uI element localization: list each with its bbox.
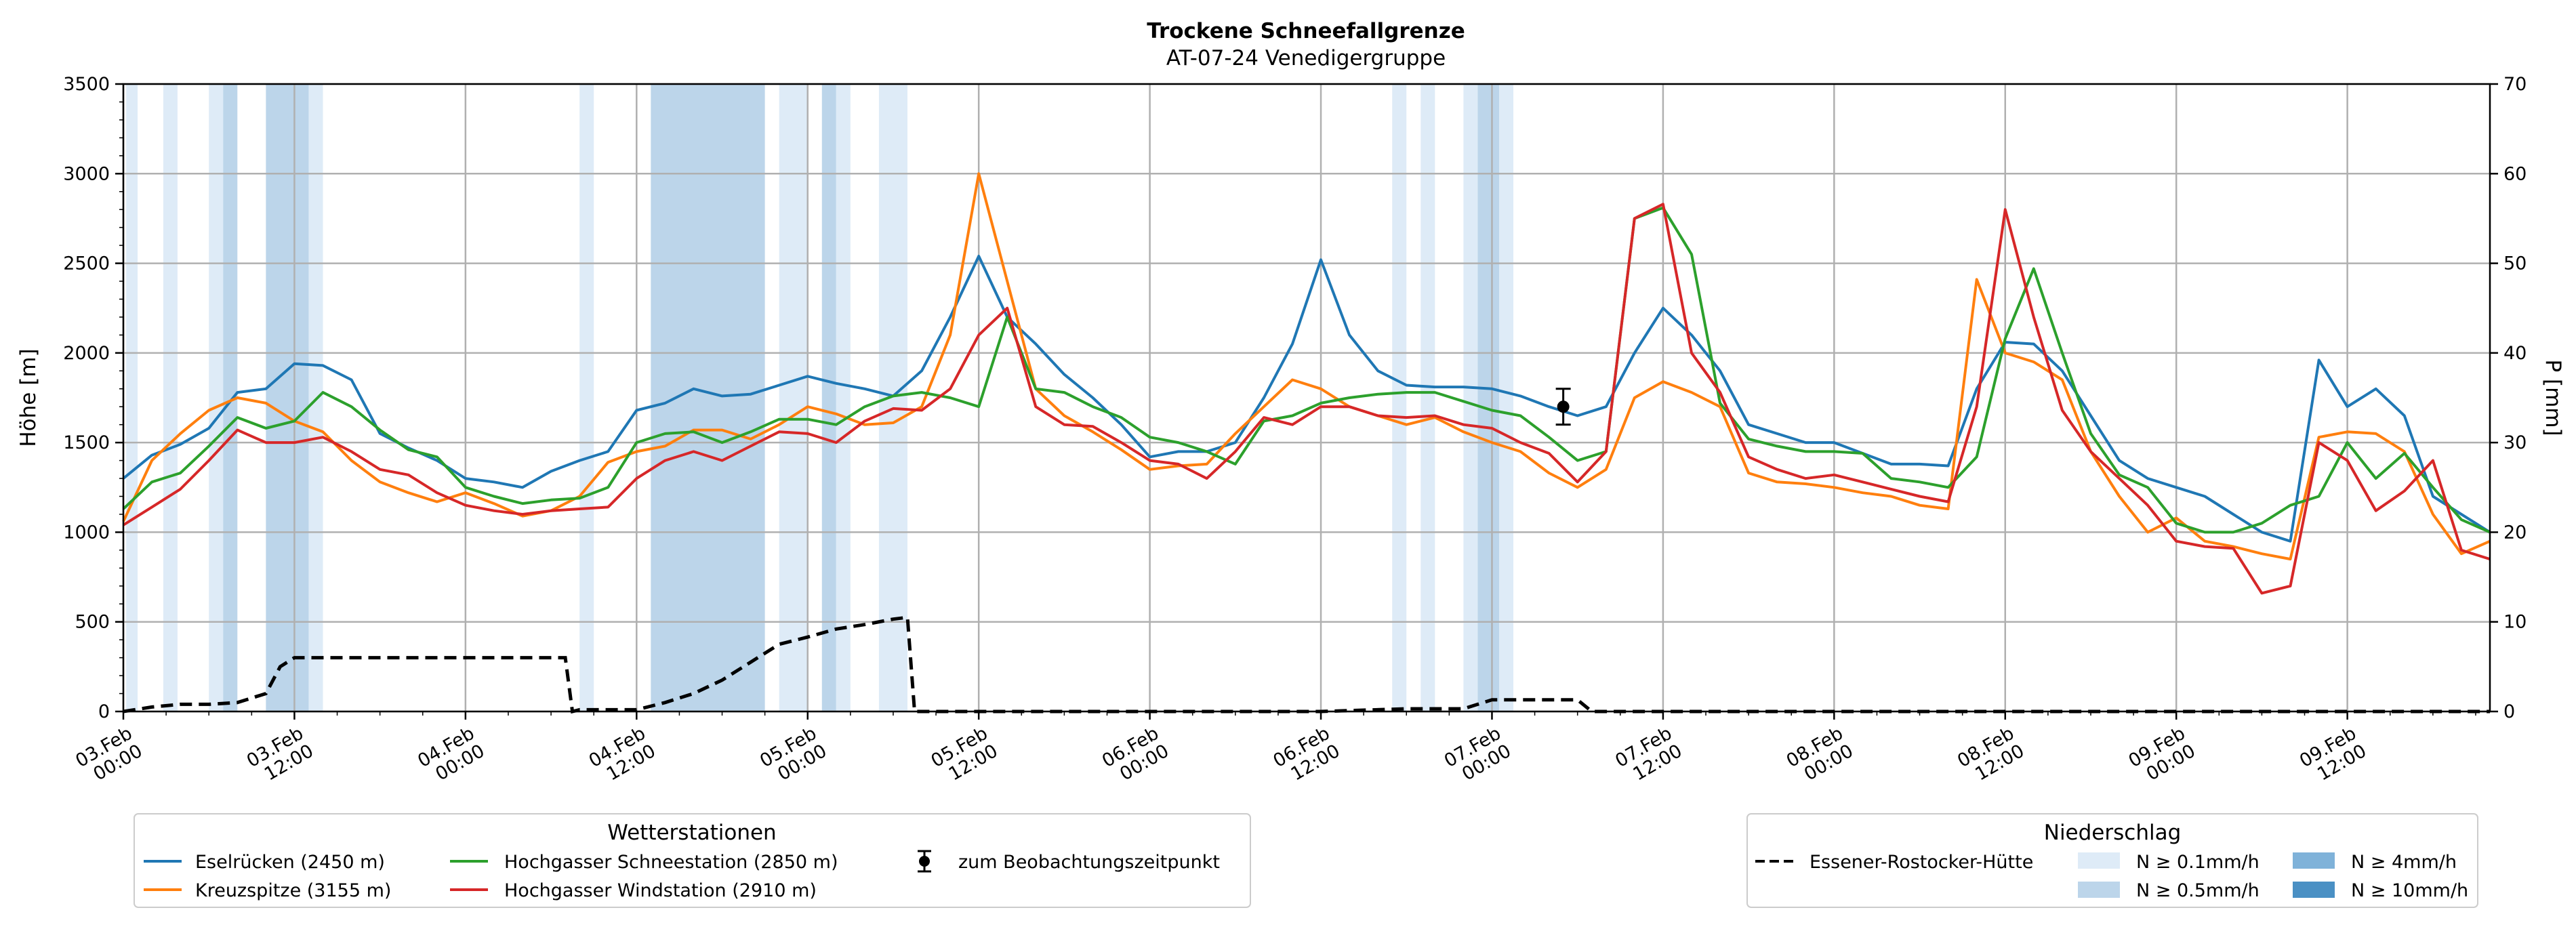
- series-line-3: [122, 203, 2491, 595]
- obs-point: [1557, 400, 1570, 413]
- ytick-left-label-6: 3000: [63, 163, 110, 184]
- precip-band-1: [163, 84, 178, 711]
- legend-observation-icon: [918, 850, 931, 873]
- ytick-left-label-4: 2000: [63, 343, 110, 364]
- ytick-left-label-0: 0: [98, 701, 110, 722]
- ytick-left-label-7: 3500: [63, 74, 110, 95]
- left-axis-ticks: 0 500 1000 1500 2000 2500 3000 3500: [63, 74, 123, 722]
- ytick-right-label-4: 40: [2503, 343, 2527, 364]
- series-line-1: [122, 172, 2491, 561]
- precipitation-series: [123, 615, 2490, 714]
- precip-band-16: [1498, 84, 1514, 711]
- legend-label-n4: N ≥ 4mm/h: [2351, 852, 2457, 873]
- precip-legend-title: Niederschlag: [2044, 821, 2182, 845]
- precip-band-7: [651, 84, 765, 711]
- ytick-right-label-0: 0: [2503, 701, 2515, 722]
- precipitation-bands: [126, 84, 1514, 711]
- legend-label-eselruecken: Eselrücken (2450 m): [195, 852, 385, 873]
- precip-band-15: [1477, 84, 1499, 711]
- chart-subtitle: AT-07-24 Venedigergruppe: [1166, 46, 1446, 70]
- precip-band-12: [1392, 84, 1407, 711]
- precip-band-10: [836, 84, 851, 711]
- ytick-right-label-3: 30: [2503, 432, 2527, 453]
- precip-band-6: [579, 84, 594, 711]
- ytick-left-label-1: 500: [75, 612, 110, 633]
- y-axis-label-right: P [mm]: [2541, 359, 2565, 436]
- chart-title: Trockene Schneefallgrenze: [1147, 19, 1465, 43]
- series-line-0: [122, 255, 2491, 543]
- ytick-right-label-2: 20: [2503, 522, 2527, 543]
- legend-swatch-n01: [2078, 852, 2120, 869]
- station-legend: Wetterstationen Eselrücken (2450 m) Kreu…: [134, 813, 1251, 908]
- legend-label-schneestation: Hochgasser Schneestation (2850 m): [504, 852, 838, 873]
- legend-label-n01: N ≥ 0.1mm/h: [2136, 852, 2260, 873]
- precip-line: [123, 615, 2490, 714]
- precip-band-13: [1420, 84, 1435, 711]
- legend-label-observation: zum Beobachtungszeitpunkt: [958, 852, 1220, 873]
- right-axis-ticks: 0 10 20 30 40 50 60 70: [2490, 74, 2527, 722]
- precip-band-0: [126, 84, 138, 711]
- ytick-right-label-7: 70: [2503, 74, 2527, 95]
- ytick-right-label-5: 50: [2503, 253, 2527, 274]
- ytick-left-label-5: 2500: [63, 253, 110, 274]
- legend-label-kreuzspitze: Kreuzspitze (3155 m): [195, 880, 391, 901]
- ytick-right-label-1: 10: [2503, 612, 2527, 633]
- legend-label-n10: N ≥ 10mm/h: [2351, 880, 2468, 901]
- ytick-right-label-6: 60: [2503, 163, 2527, 184]
- precip-band-14: [1463, 84, 1478, 711]
- grid-lines: [122, 83, 2490, 713]
- precip-band-2: [209, 84, 224, 711]
- ytick-left-label-2: 1000: [63, 522, 110, 543]
- precip-band-3: [223, 84, 238, 711]
- station-legend-title: Wetterstationen: [607, 821, 776, 845]
- observation-marker: [1555, 388, 1571, 426]
- ytick-left-label-3: 1500: [63, 432, 110, 453]
- y-axis-label-left: Höhe [m]: [16, 348, 41, 447]
- legend-label-n05: N ≥ 0.5mm/h: [2136, 880, 2260, 901]
- plot-frame: [122, 83, 2491, 713]
- legend-swatch-n10: [2293, 882, 2335, 898]
- legend-swatch-n05: [2078, 882, 2120, 898]
- station-series: [122, 172, 2491, 595]
- precipitation-legend: Niederschlag Essener-Rostocker-Hütte N ≥…: [1746, 813, 2478, 908]
- precip-band-4: [266, 84, 309, 711]
- series-line-2: [122, 206, 2491, 534]
- precip-band-9: [821, 84, 836, 711]
- legend-label-windstation: Hochgasser Windstation (2910 m): [504, 880, 817, 901]
- precip-band-11: [878, 84, 907, 711]
- precip-band-8: [779, 84, 808, 711]
- legend-swatch-n4: [2293, 852, 2335, 869]
- legend-label-precipitation: Essener-Rostocker-Hütte: [1810, 852, 2033, 873]
